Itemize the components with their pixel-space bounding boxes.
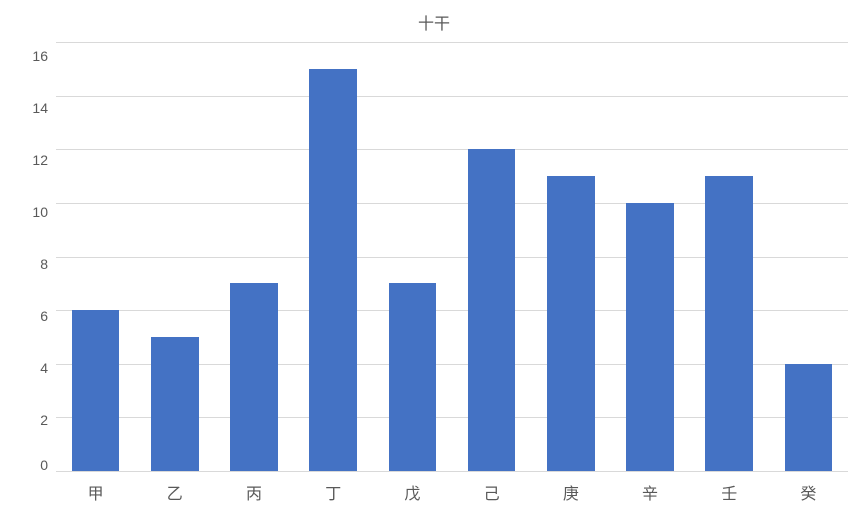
plot-area: [56, 42, 848, 472]
x-tick-label: 丁: [294, 480, 373, 504]
bar-slot: [294, 42, 373, 471]
bar: [705, 176, 753, 471]
x-tick-label: 乙: [135, 480, 214, 504]
bar: [389, 283, 437, 471]
y-tick-label: 8: [40, 257, 48, 271]
bar: [230, 283, 278, 471]
x-tick-label: 丙: [214, 480, 293, 504]
plot-wrapper: 16 14 12 10 8 6 4 2 0: [20, 42, 848, 472]
bar: [626, 203, 674, 471]
x-tick-label: 己: [452, 480, 531, 504]
bar-slot: [452, 42, 531, 471]
bar-slot: [135, 42, 214, 471]
bar-slot: [56, 42, 135, 471]
y-tick-label: 10: [32, 205, 48, 219]
bar: [547, 176, 595, 471]
x-tick-label: 戊: [373, 480, 452, 504]
bar-slot: [769, 42, 848, 471]
x-tick-label: 甲: [56, 480, 135, 504]
y-tick-label: 14: [32, 101, 48, 115]
bar: [151, 337, 199, 471]
y-tick-label: 4: [40, 361, 48, 375]
bar: [72, 310, 120, 471]
y-tick-label: 2: [40, 413, 48, 427]
bar-chart: 十干 16 14 12 10 8 6 4 2 0 甲乙丙丁戊己庚辛壬癸: [0, 0, 868, 511]
x-axis: 甲乙丙丁戊己庚辛壬癸: [56, 480, 848, 504]
x-tick-label: 庚: [531, 480, 610, 504]
bar: [309, 69, 357, 471]
bar-slot: [690, 42, 769, 471]
bar-slot: [214, 42, 293, 471]
y-tick-label: 16: [32, 49, 48, 63]
x-tick-label: 壬: [690, 480, 769, 504]
bar: [468, 149, 516, 471]
bar-slot: [373, 42, 452, 471]
bars-group: [56, 42, 848, 471]
x-tick-label: 癸: [769, 480, 848, 504]
x-tick-label: 辛: [610, 480, 689, 504]
bar: [785, 364, 833, 471]
bar-slot: [610, 42, 689, 471]
y-tick-label: 0: [40, 458, 48, 472]
chart-title: 十干: [20, 10, 848, 34]
y-tick-label: 12: [32, 153, 48, 167]
y-tick-label: 6: [40, 309, 48, 323]
bar-slot: [531, 42, 610, 471]
y-axis: 16 14 12 10 8 6 4 2 0: [20, 42, 56, 472]
